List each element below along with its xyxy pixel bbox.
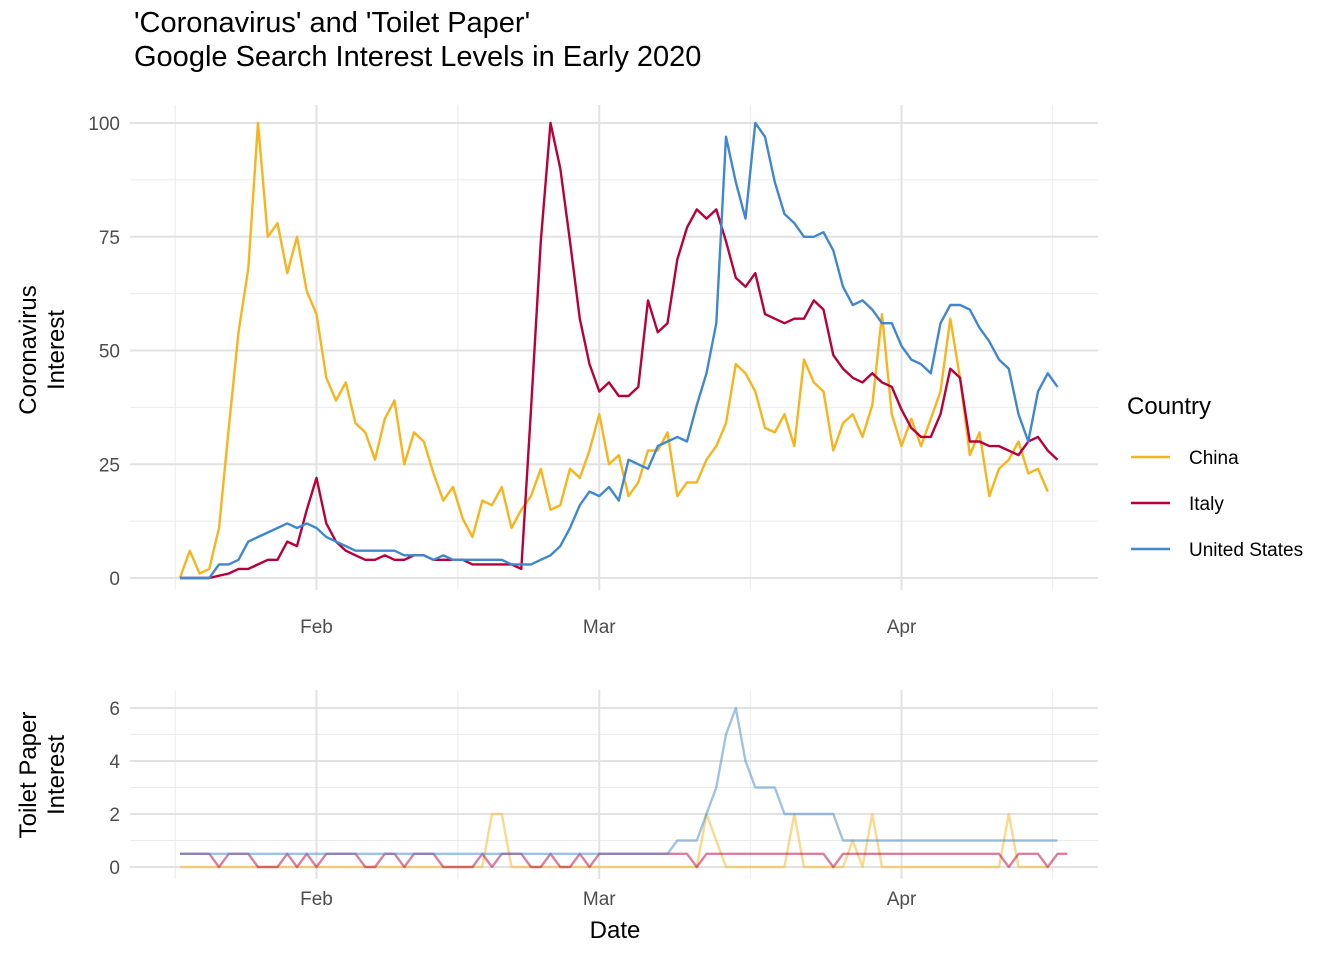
legend: Country China Italy United States xyxy=(1127,393,1303,561)
series-line-united-states xyxy=(180,121,1059,580)
chart-title: 'Coronavirus' and 'Toilet Paper' Google … xyxy=(134,6,701,74)
y-axis-title-line: Interest xyxy=(43,310,70,390)
y-tick-label: 100 xyxy=(88,114,120,135)
y-tick-label: 2 xyxy=(109,805,120,826)
y-tick-label: 75 xyxy=(99,228,120,249)
series-line-china xyxy=(178,121,1049,579)
x-tick-label: Apr xyxy=(887,889,917,910)
toilet-paper-panel: 0 2 4 6 Feb Mar Apr Toilet PaperInterest Date xyxy=(15,690,1098,944)
y-tick-label: 50 xyxy=(99,342,120,363)
x-tick-label: Feb xyxy=(300,617,333,638)
series-line-china xyxy=(180,812,1048,869)
y-tick-label: 0 xyxy=(109,569,120,590)
x-tick-label: Feb xyxy=(300,889,333,910)
y-tick-label: 0 xyxy=(109,858,120,879)
series-line-italy xyxy=(180,121,1059,580)
gridlines xyxy=(130,690,1098,879)
y-tick-label: 6 xyxy=(109,699,120,720)
y-tick-label: 25 xyxy=(99,455,120,476)
series-line-italy xyxy=(180,852,1068,869)
y-axis-title: Toilet PaperInterest xyxy=(15,712,70,839)
series-line-united-states xyxy=(180,706,1058,855)
x-axis-title: Date xyxy=(590,917,641,944)
legend-label: China xyxy=(1189,448,1239,469)
y-axis-title-line: Toilet Paper xyxy=(15,712,42,839)
x-tick-label: Mar xyxy=(583,617,616,638)
legend-label: United States xyxy=(1189,540,1303,561)
y-axis-title-line: Interest xyxy=(43,735,70,815)
y-axis-title-line: Coronavirus xyxy=(15,285,42,414)
y-tick-label: 4 xyxy=(109,752,120,773)
y-axis-title: CoronavirusInterest xyxy=(15,285,70,414)
chart-title-line2: Google Search Interest Levels in Early 2… xyxy=(134,41,702,73)
x-tick-label: Mar xyxy=(583,889,616,910)
coronavirus-panel: 0 25 50 75 100 Feb Mar Apr CoronavirusInterest xyxy=(15,105,1098,638)
gridlines xyxy=(130,105,1098,590)
x-tick-label: Apr xyxy=(887,617,917,638)
legend-title: Country xyxy=(1127,393,1211,420)
legend-label: Italy xyxy=(1189,494,1224,515)
chart-title-line1: 'Coronavirus' and 'Toilet Paper' xyxy=(134,7,531,39)
